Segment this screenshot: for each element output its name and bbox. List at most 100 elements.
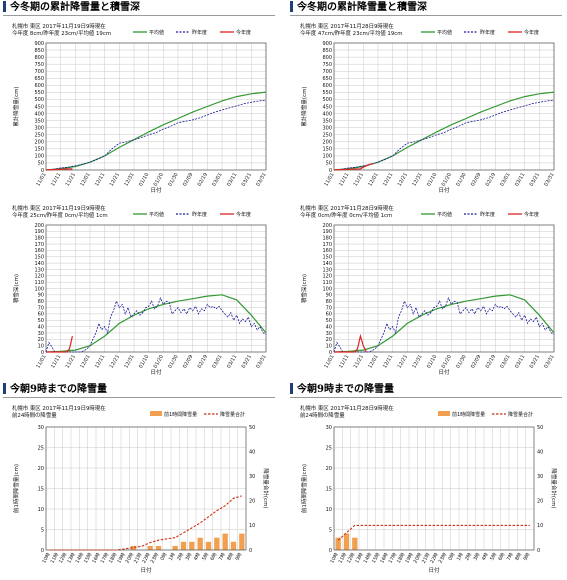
section-title-bottom-left: 今朝9時までの降雪量 (3, 383, 275, 398)
x-tick-label: 11/11 (50, 354, 62, 369)
x-tick-label: 02/19 (485, 172, 497, 187)
legend-label: 昨年度 (480, 211, 495, 218)
y-axis-label: 前1時間降雪量(cm) (300, 464, 308, 513)
x-tick-label: 01/10 (426, 172, 438, 187)
x-axis-label: 日付 (438, 368, 450, 376)
x-tick-label: 20時 (413, 552, 424, 565)
x-tick-label: 11時 (338, 552, 349, 565)
y-tick-label: 25 (326, 445, 332, 451)
y-axis-label: 積雪深(cm) (300, 274, 308, 303)
bar (180, 541, 187, 550)
legend-label: 昨年度 (192, 211, 207, 218)
y-tick-label: 20 (326, 466, 332, 472)
series-line-2 (45, 168, 73, 171)
y-tick-label: 600 (34, 83, 44, 89)
y-tick-label: 10 (326, 343, 332, 349)
bar (239, 533, 245, 550)
cumulative-line (50, 495, 242, 551)
plot-frame (333, 426, 535, 551)
x-tick-label: 11/21 (353, 354, 365, 369)
x-axis-label: 日付 (428, 566, 440, 574)
x-tick-label: 1時 (456, 552, 465, 562)
legend-label: 今年度 (236, 29, 251, 36)
x-tick-label: 2時 (464, 552, 473, 562)
x-tick-label: 12/01 (79, 354, 91, 369)
legend-label: 平均値 (437, 29, 452, 36)
y-tick-label: 20 (326, 337, 332, 343)
x-tick-label: 11/21 (353, 172, 365, 187)
y-tick-label: 150 (322, 255, 332, 261)
y-tick-label: 800 (34, 55, 44, 61)
y-tick-label: 60 (38, 312, 44, 318)
y-tick-label: 100 (34, 154, 44, 160)
x-tick-label: 03/21 (529, 354, 541, 369)
y2-axis-label: 降雪量合計(cm) (262, 468, 270, 508)
y-tick-label: 350 (34, 118, 44, 124)
cumulative-line (337, 524, 530, 541)
x-tick-label: 03/01 (499, 354, 511, 369)
x-tick-label: 12/01 (79, 172, 91, 187)
y-tick-label: 200 (34, 140, 44, 146)
y-tick-label: 0 (41, 168, 44, 174)
y-tick-label: 120 (34, 274, 44, 280)
y2-tick-label: 50 (249, 425, 255, 431)
x-tick-label: 7時 (506, 552, 515, 562)
x-tick-label: 5時 (489, 552, 498, 562)
x-tick-label: 03/01 (211, 172, 223, 187)
x-tick-label: 03/01 (499, 172, 511, 187)
y-tick-label: 5 (41, 527, 44, 533)
x-tick-label: 22時 (141, 552, 152, 565)
y-tick-label: 650 (322, 76, 332, 82)
x-tick-label: 02/19 (197, 172, 209, 187)
legend-label: 前1時間降雪量 (164, 411, 197, 418)
y-tick-label: 10 (38, 343, 44, 349)
y-tick-label: 750 (322, 62, 332, 68)
x-tick-label: 10時 (41, 552, 52, 565)
y-tick-label: 200 (322, 223, 332, 229)
y-tick-label: 350 (322, 118, 332, 124)
y-tick-label: 130 (322, 267, 332, 273)
x-tick-label: 0時 (159, 552, 168, 562)
x-tick-label: 18時 (396, 552, 407, 565)
x-axis-label: 日付 (140, 566, 152, 574)
y2-tick-label: 20 (249, 499, 255, 505)
y-tick-label: 200 (322, 140, 332, 146)
x-tick-label: 03/31 (255, 172, 267, 187)
bar (222, 533, 228, 550)
y-tick-label: 80 (326, 299, 332, 305)
series-line-2 (46, 335, 73, 353)
x-tick-label: 8時 (514, 552, 523, 562)
legend-label: 前1時間降雪量 (452, 411, 485, 418)
series-line-0 (45, 294, 267, 353)
y-tick-label: 900 (322, 41, 332, 47)
y-tick-label: 90 (38, 293, 44, 299)
y-tick-label: 900 (34, 41, 44, 47)
series-line-1 (45, 99, 267, 171)
y-tick-label: 120 (322, 274, 332, 280)
x-tick-label: 15時 (83, 552, 94, 565)
y-tick-label: 250 (34, 133, 44, 139)
y-tick-label: 450 (34, 104, 44, 110)
y2-tick-label: 30 (537, 474, 543, 480)
legend-swatch (150, 411, 162, 416)
section-title-text: 今冬期の累計降雪量と積雪深 (10, 2, 140, 13)
bar (230, 541, 237, 550)
x-tick-label: 12/11 (382, 172, 394, 187)
legend-label: 平均値 (437, 211, 452, 218)
y2-tick-label: 20 (537, 499, 543, 505)
x-tick-label: 4時 (481, 552, 490, 562)
y-tick-label: 140 (322, 261, 332, 267)
y-tick-label: 850 (34, 48, 44, 54)
y-tick-label: 0 (41, 350, 44, 356)
series-line-1 (333, 296, 555, 353)
plot-frame (45, 224, 267, 353)
section-mark (3, 383, 6, 394)
y-tick-label: 50 (38, 161, 44, 167)
x-tick-label: 14時 (363, 552, 374, 565)
y2-tick-label: 0 (249, 548, 252, 554)
y-tick-label: 600 (322, 83, 332, 89)
y-tick-label: 750 (34, 62, 44, 68)
y-tick-label: 500 (322, 97, 332, 103)
